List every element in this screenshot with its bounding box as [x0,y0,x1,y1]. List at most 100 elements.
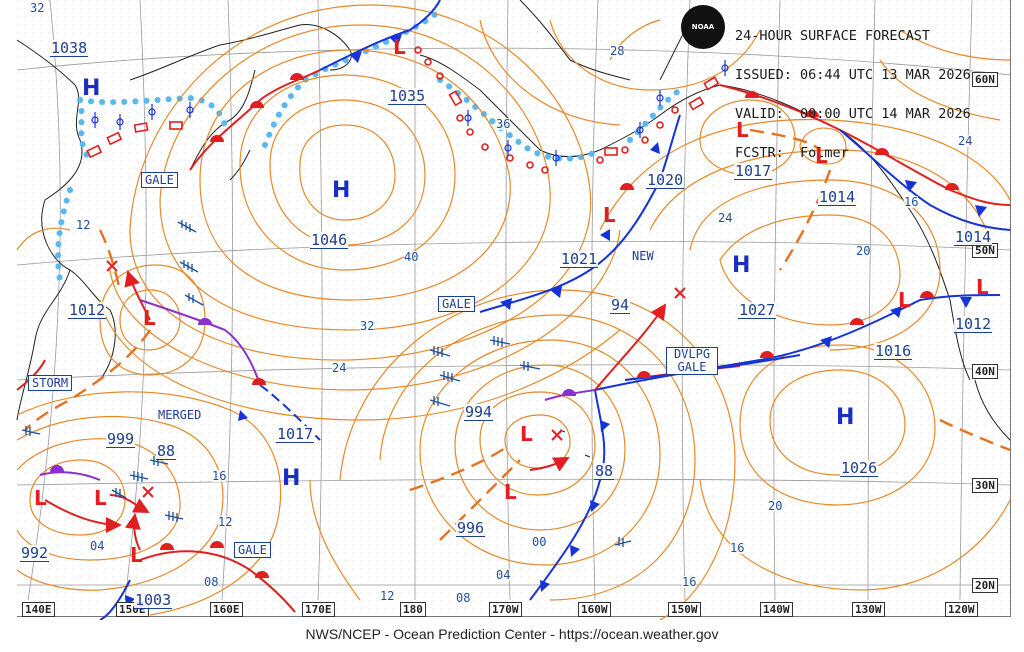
lon-label: 150W [668,602,701,617]
forecast-header: 24-HOUR SURFACE FORECAST ISSUED: 06:44 U… [735,4,971,173]
isobar-label: 32 [360,319,375,333]
header-issued: ISSUED: 06:44 UTC 13 MAR 2026 [735,67,971,83]
isobar-label: 36 [496,117,511,131]
gale-warning-tag: GALE [438,296,475,312]
lon-label: 170E [302,602,335,617]
pressure-value: 1014 [818,188,857,206]
isobar-label: 32 [30,1,45,15]
pressure-value: 88 [594,462,615,480]
isobar-label: 16 [730,541,745,555]
storm-track-arrows [44,270,667,551]
isobar-label: 20 [768,499,783,513]
pressure-value: 1014 [954,228,993,246]
isobar-label: 12 [380,589,395,603]
lat-label: 30N [972,478,998,493]
low-pressure-icon: L [976,275,989,299]
developing-gale-tag: DVLPG GALE [666,347,718,375]
header-valid: VALID: 00:00 UTC 14 MAR 2026 [735,106,971,122]
lat-label: 40N [972,364,998,379]
lon-label: 170W [489,602,522,617]
lon-label: 150E [116,602,149,617]
lon-label: 140E [22,602,55,617]
pressure-value: 1035 [388,87,427,105]
low-center-markers [106,260,686,498]
low-pressure-icon: L [504,480,517,504]
pressure-value: 88 [156,442,177,460]
isobar-label: 00 [532,535,547,549]
pressure-value: 1012 [68,301,107,319]
lat-label: 20N [972,578,998,593]
lon-label: 140W [760,602,793,617]
lon-label: 180 [400,602,426,617]
lat-label: 60N [972,72,998,87]
low-pressure-icon: L [143,306,156,330]
low-pressure-icon: L [898,288,911,312]
pressure-value: 1026 [840,459,879,477]
lat-label: 50N [972,243,998,258]
isobar-label: 16 [904,195,919,209]
storm-warning-tag: STORM [28,375,73,391]
isobar-label: 16 [682,575,697,589]
header-title: 24-HOUR SURFACE FORECAST [735,28,931,44]
pressure-value: 992 [20,544,50,562]
header-forecaster: FCSTR: Folmer [735,145,849,161]
pressure-value: 1003 [134,591,173,609]
pressure-value: 1012 [954,315,993,333]
high-pressure-icon: H [282,466,301,491]
pressure-value: 1038 [50,39,89,57]
sea-ice-boxes [86,46,720,174]
pressure-value: 94 [610,296,631,314]
high-pressure-icon: H [82,76,101,101]
low-pressure-icon: L [736,118,749,142]
cold-front-symbols [125,34,987,607]
pressure-value: 999 [106,430,136,448]
high-pressure-icon: H [732,253,751,278]
sea-ice-symbols [91,60,729,166]
pressure-value: 996 [456,519,486,537]
wind-barbs [21,220,632,547]
map-background [17,0,1010,616]
pressure-value: 1021 [560,250,599,268]
gale-warning-tag: GALE [234,542,271,558]
low-pressure-icon: L [34,486,47,510]
isobar-label: 08 [204,575,219,589]
noaa-logo-text: NOAA [691,23,715,31]
isobar-label: 16 [212,469,227,483]
warm-front-symbols [160,73,959,578]
isobar-label: 24 [958,134,973,148]
fronts [16,0,1011,620]
lon-label: 160E [210,602,243,617]
low-pressure-icon: L [603,203,616,227]
low-pressure-icon: L [520,422,533,446]
pressure-value: 1020 [646,171,685,189]
isobars [16,4,1011,620]
merged-note: MERGED [158,408,202,422]
isobar-label: 04 [496,568,511,582]
isobar-label: 08 [456,591,471,605]
pressure-value: 1016 [874,342,913,360]
pressure-value: 1046 [310,231,349,249]
high-pressure-icon: H [332,178,351,203]
lon-label: 160W [578,602,611,617]
isobar-label: 04 [90,539,105,553]
low-pressure-icon: L [94,486,107,510]
footer-credit: NWS/NCEP - Ocean Prediction Center - htt… [305,626,719,642]
noaa-logo-icon: NOAA [681,5,725,49]
new-note: NEW [632,249,654,263]
isobar-label: 28 [610,44,625,58]
pressure-value: 1027 [738,301,777,319]
map-canvas [16,0,1011,620]
lon-label: 120W [945,602,978,617]
isobar-label: 24 [718,211,733,225]
isobar-label: 24 [332,361,347,375]
low-pressure-icon: L [815,144,828,168]
pressure-value: 1017 [276,425,315,443]
isobar-label: 20 [856,244,871,258]
isobar-label: 12 [218,515,233,529]
gale-warning-tag: GALE [141,172,178,188]
lon-label: 130W [852,602,885,617]
isobar-label: 40 [404,250,419,264]
occluded-symbols [50,318,576,472]
low-pressure-icon: L [130,543,143,567]
high-pressure-icon: H [836,405,855,430]
